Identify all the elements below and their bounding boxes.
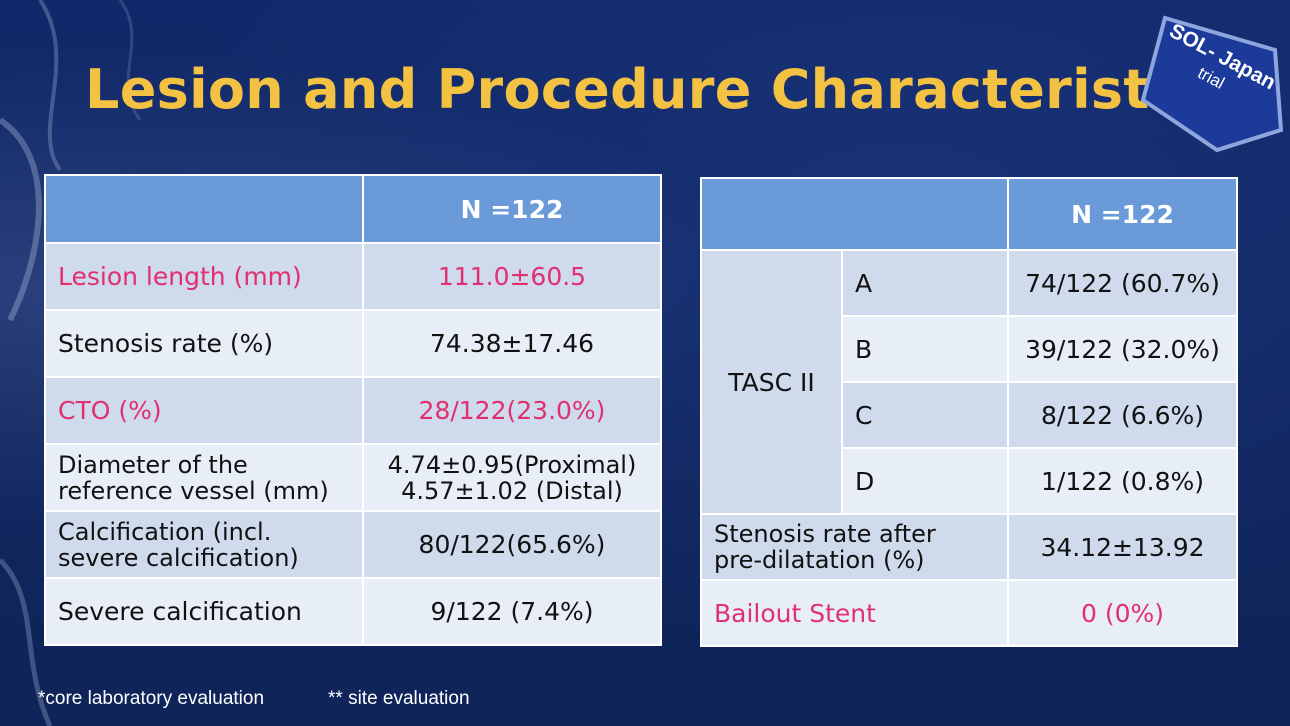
table-row: Severe calcification 9/122 (7.4%) xyxy=(44,577,662,646)
row-label: Diameter of the reference vessel (mm) xyxy=(44,443,364,512)
tasc-grade: C xyxy=(841,381,1009,449)
tasc-label: TASC II xyxy=(700,249,843,515)
row-label: Stenosis rate after pre-dilatation (%) xyxy=(700,513,1009,581)
footnote-site: ** site evaluation xyxy=(328,688,470,709)
table-row: B 39/122 (32.0%) xyxy=(701,315,1238,383)
table-row: C 8/122 (6.6%) xyxy=(701,381,1238,449)
value-line: 4.74±0.95(Proximal) xyxy=(387,450,637,479)
header-n-cell: N =122 xyxy=(362,174,662,244)
tasc-grade: B xyxy=(841,315,1009,383)
table-row: Diameter of the reference vessel (mm) 4.… xyxy=(44,443,662,512)
row-value: 111.0±60.5 xyxy=(362,242,662,311)
table-row: D 1/122 (0.8%) xyxy=(701,447,1238,515)
slide-title: Lesion and Procedure Characteristics xyxy=(85,58,1234,121)
tasc-value: 8/122 (6.6%) xyxy=(1007,381,1238,449)
tasc-grade: A xyxy=(841,249,1009,317)
label-line: Stenosis rate after xyxy=(714,520,936,548)
label-line: pre-dilatation (%) xyxy=(714,546,925,574)
label-line: reference vessel (mm) xyxy=(58,476,329,505)
header-n-cell: N =122 xyxy=(1007,177,1238,251)
tasc-grade: D xyxy=(841,447,1009,515)
footnote-core: *core laboratory evaluation xyxy=(38,688,265,709)
row-value: 9/122 (7.4%) xyxy=(362,577,662,646)
row-value: 0 (0%) xyxy=(1007,579,1238,647)
row-label: Bailout Stent xyxy=(700,579,1009,647)
label-line: severe calcification) xyxy=(58,543,299,572)
row-label: Severe calcification xyxy=(44,577,364,646)
row-label: Calcification (incl. severe calcificatio… xyxy=(44,510,364,579)
label-line: Calcification (incl. xyxy=(58,517,272,546)
table-row: Lesion length (mm) 111.0±60.5 xyxy=(44,242,662,311)
tasc-value: 74/122 (60.7%) xyxy=(1007,249,1238,317)
table-header-row: N =122 xyxy=(700,177,1238,251)
label-line: Diameter of the xyxy=(58,450,248,479)
table-row: TASC II A 74/122 (60.7%) xyxy=(700,249,1238,515)
table-row: Stenosis rate after pre-dilatation (%) 3… xyxy=(700,513,1238,581)
lesion-characteristics-table: N =122 Lesion length (mm) 111.0±60.5 Ste… xyxy=(44,174,662,646)
sol-japan-badge-icon xyxy=(1140,15,1284,153)
value-line: 4.57±1.02 (Distal) xyxy=(401,476,623,505)
header-blank-cell xyxy=(700,177,1009,251)
table-row: Calcification (incl. severe calcificatio… xyxy=(44,510,662,579)
tasc-value: 39/122 (32.0%) xyxy=(1007,315,1238,383)
row-label: Lesion length (mm) xyxy=(44,242,364,311)
table-row: Stenosis rate (%) 74.38±17.46 xyxy=(44,309,662,378)
table-row: Bailout Stent 0 (0%) xyxy=(700,579,1238,647)
row-value: 80/122(65.6%) xyxy=(362,510,662,579)
row-label: CTO (%) xyxy=(44,376,364,445)
row-label: Stenosis rate (%) xyxy=(44,309,364,378)
header-blank-cell xyxy=(44,174,364,244)
row-value: 28/122(23.0%) xyxy=(362,376,662,445)
tasc-value: 1/122 (0.8%) xyxy=(1007,447,1238,515)
row-value: 4.74±0.95(Proximal) 4.57±1.02 (Distal) xyxy=(362,443,662,512)
table-header-row: N =122 xyxy=(44,174,662,244)
row-value: 74.38±17.46 xyxy=(362,309,662,378)
table-row: CTO (%) 28/122(23.0%) xyxy=(44,376,662,445)
row-value: 34.12±13.92 xyxy=(1007,513,1238,581)
procedure-characteristics-table: N =122 TASC II A 74/122 (60.7%) B 39/122… xyxy=(700,177,1238,647)
